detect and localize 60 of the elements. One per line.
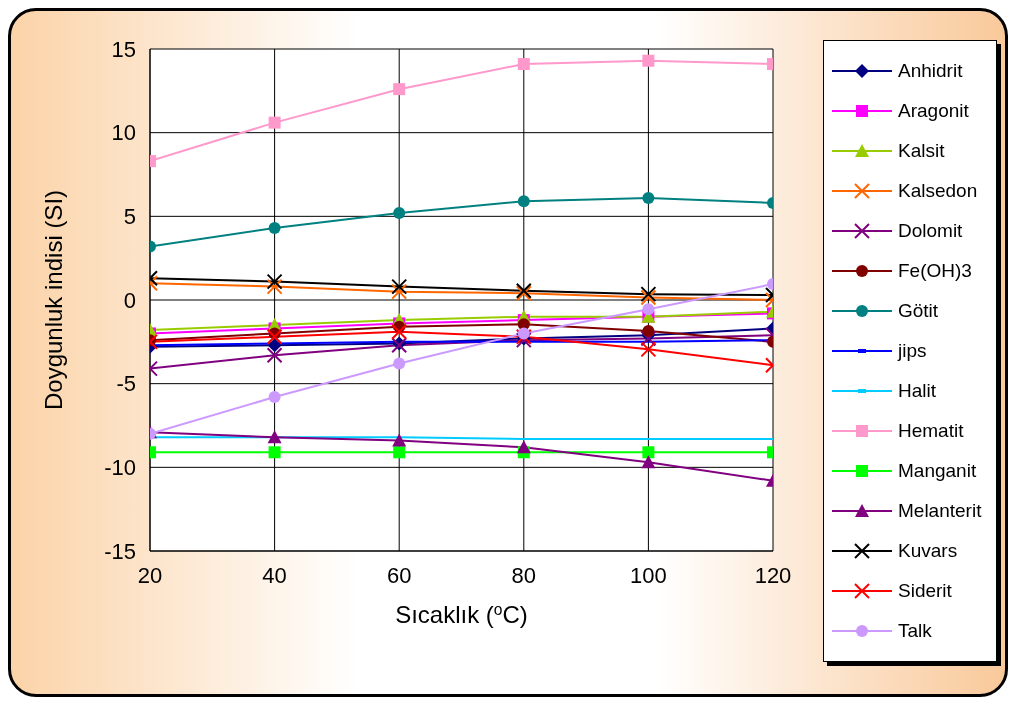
point [268, 391, 281, 404]
y-tick-label: 5 [123, 204, 136, 230]
point [267, 338, 282, 353]
legend-label: Fe(OH)3 [898, 260, 972, 282]
x-axis-title: Sıcaklık ($^{o}$C) [395, 600, 528, 628]
point [642, 303, 655, 316]
point [266, 273, 283, 290]
point [642, 446, 655, 459]
point [267, 430, 282, 444]
point [268, 446, 281, 459]
point [393, 206, 406, 219]
point [642, 54, 655, 67]
point [516, 440, 531, 454]
point [642, 324, 655, 337]
legend-label: Siderit [898, 580, 952, 602]
x-tick-label: 60 [386, 562, 412, 588]
legend-label: Anhidrit [898, 60, 963, 82]
legend-label: Melanterit [898, 500, 982, 522]
y-axis-title: Doygunluk indisi (SI) [40, 189, 67, 411]
y-tick-label: 15 [111, 36, 136, 62]
y-tick-label: -15 [104, 538, 136, 564]
x-tick-label: 40 [262, 562, 287, 588]
point [517, 195, 530, 208]
x-tick-label: 20 [137, 562, 163, 588]
legend-label: Kalsedon [898, 180, 978, 202]
point [642, 191, 655, 204]
legend-label: Kuvars [898, 540, 958, 562]
y-tick-label: 10 [111, 120, 136, 146]
x-tick-label: 100 [630, 562, 667, 588]
legend-label: Kalsit [898, 140, 945, 162]
legend-label: Hematit [898, 420, 964, 442]
point [517, 327, 530, 340]
point [393, 83, 406, 96]
y-tick-label: 0 [123, 287, 136, 313]
point [266, 328, 283, 345]
point [392, 433, 407, 447]
legend-label: Talk [898, 620, 932, 642]
point [391, 323, 408, 340]
legend-label: Aragonit [898, 100, 969, 122]
x-tick-label: 120 [754, 562, 792, 588]
legend-label: Manganit [898, 460, 977, 482]
legend-label: Götit [898, 300, 939, 322]
point [268, 222, 281, 235]
point [393, 357, 406, 370]
legend-label: Halit [898, 380, 937, 402]
point [640, 330, 657, 347]
point [641, 455, 656, 469]
legend-label: Dolomit [898, 220, 963, 242]
x-tick-label: 80 [511, 562, 537, 588]
point [268, 116, 281, 129]
y-tick-label: -10 [104, 455, 136, 481]
point [517, 58, 530, 71]
point [393, 446, 406, 459]
point [266, 278, 283, 295]
point [391, 283, 408, 300]
point [266, 347, 283, 364]
point [640, 341, 657, 358]
legend-label: jips [898, 340, 927, 362]
y-tick-label: -5 [116, 371, 136, 397]
point [391, 278, 408, 295]
